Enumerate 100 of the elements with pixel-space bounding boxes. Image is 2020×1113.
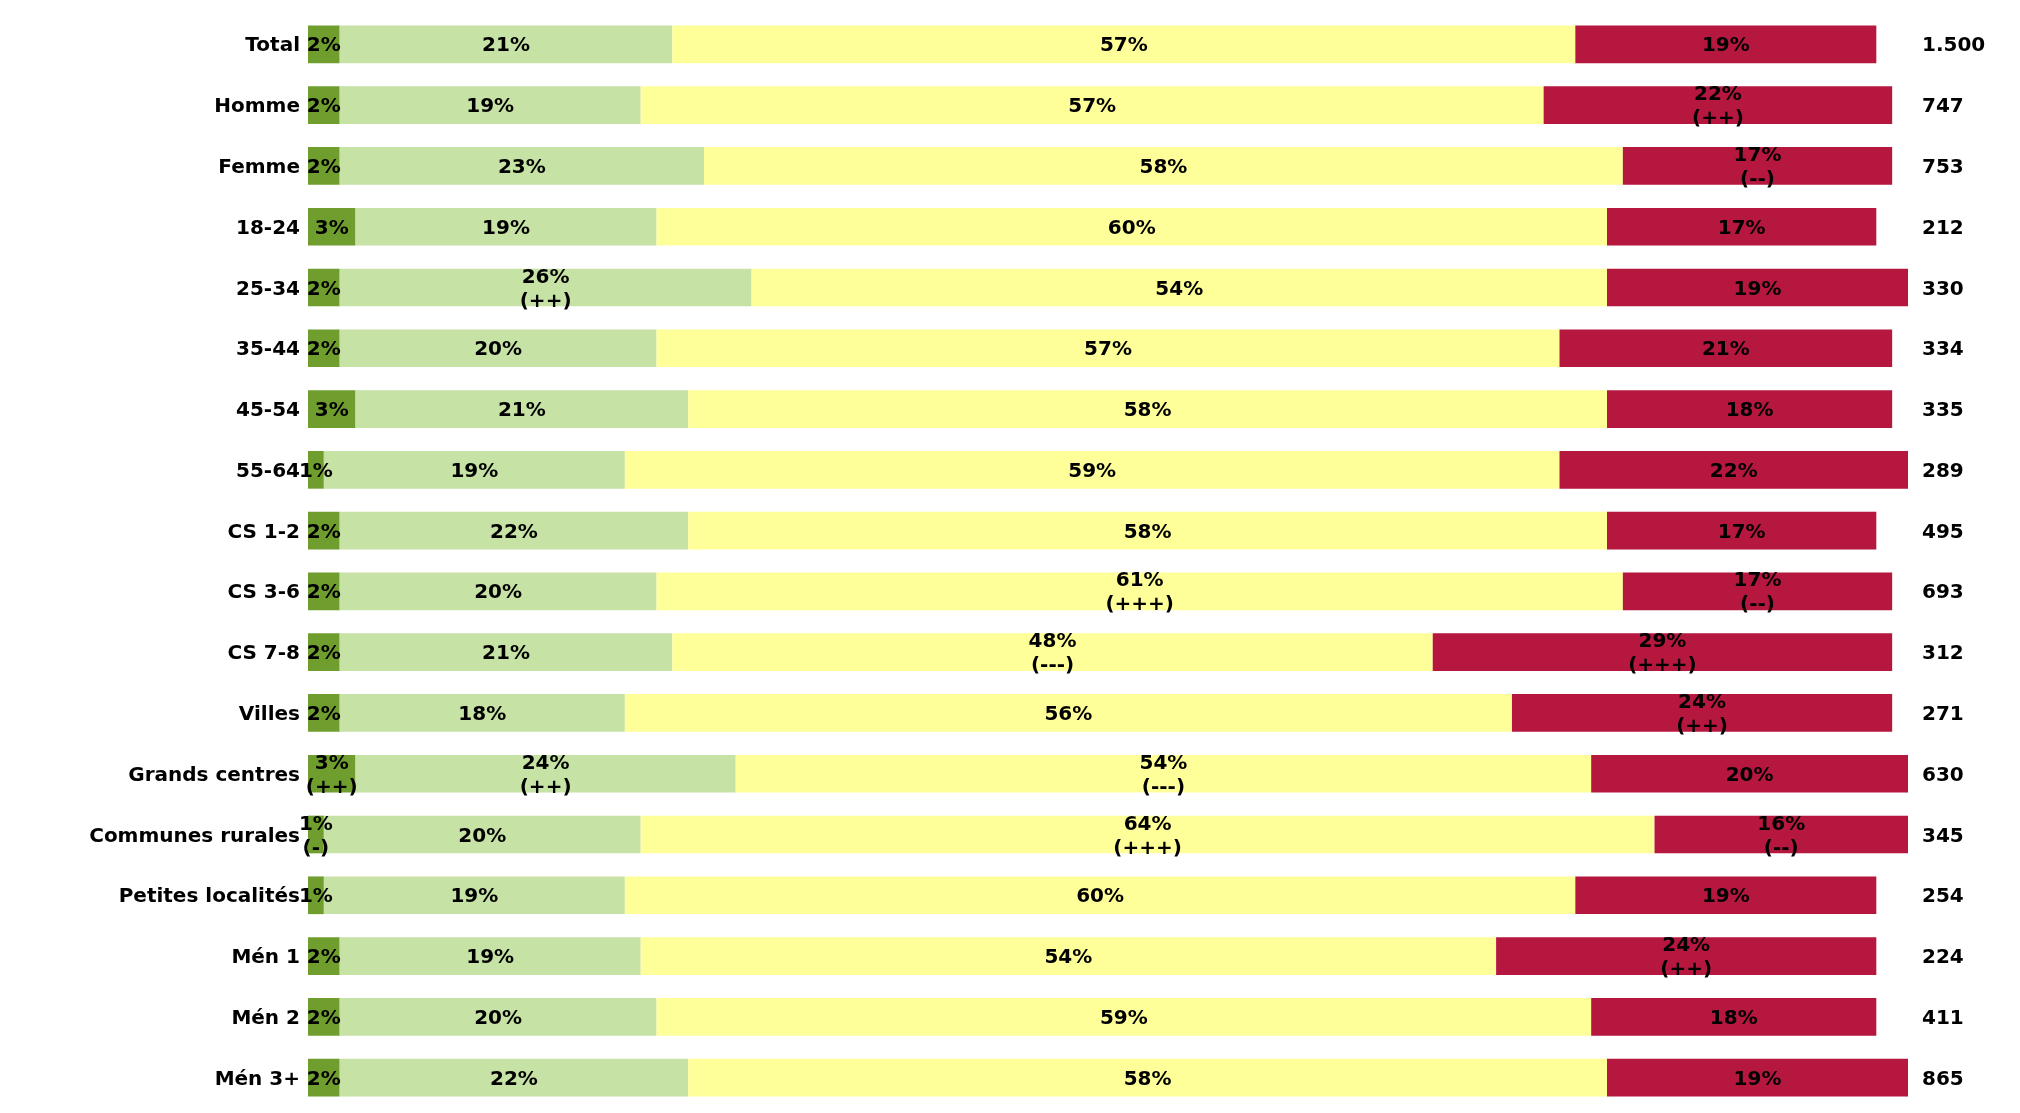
data-label: 58% [1139, 153, 1188, 178]
data-label: 2% [306, 640, 341, 665]
data-label: 19% [450, 457, 499, 482]
text: 495 [1922, 518, 1964, 543]
y-tick-label: CS 1-2 [227, 518, 300, 543]
bar [1607, 1058, 1908, 1097]
y-tick-label: 18-24 [236, 214, 300, 239]
y-tick-label: Mén 2 [231, 1004, 300, 1029]
text: 693 [1922, 579, 1964, 604]
y-tick-label: Homme [214, 93, 300, 118]
data-label: 24% (++) [1660, 932, 1713, 981]
text: 334 [1922, 336, 1964, 361]
data-label: 57% [1099, 32, 1148, 57]
bar [1559, 450, 1908, 489]
data-label: 61% (+++) [1105, 567, 1174, 616]
data-label: 20% [474, 579, 523, 604]
data-label: 48% (---) [1028, 628, 1077, 677]
bar [339, 937, 641, 975]
data-label: 21% [1701, 336, 1750, 361]
text: 289 [1922, 457, 1964, 482]
data-label: 57% [1068, 93, 1117, 118]
data-label: 22% [490, 1065, 538, 1090]
data-label: 59% [1068, 457, 1117, 482]
data-label: 2% [306, 518, 341, 543]
text: 254 [1922, 883, 1964, 908]
data-label: 58% [1123, 1065, 1172, 1090]
data-label: 20% [1725, 761, 1774, 786]
data-label: 19% [1701, 32, 1750, 57]
data-label: 19% [466, 944, 515, 969]
y-tick-label: Villes [238, 700, 300, 725]
bar [624, 876, 1576, 915]
y-tick-label: CS 7-8 [227, 640, 300, 665]
bar [339, 25, 673, 64]
bar [672, 25, 1576, 64]
y-tick-label: Mén 1 [231, 944, 300, 969]
data-label: 21% [482, 32, 530, 57]
bar [688, 511, 1608, 550]
data-label: 20% [474, 336, 523, 361]
data-label: 2% [306, 336, 341, 361]
text: 411 [1922, 1004, 1964, 1029]
data-label: 21% [497, 397, 546, 422]
bar [704, 147, 1623, 185]
data-label: 64% (+++) [1113, 810, 1182, 859]
text: 747 [1922, 93, 1964, 118]
text: 753 [1922, 153, 1964, 178]
data-label: 54% (---) [1139, 749, 1188, 798]
bar [339, 147, 705, 185]
data-label: 58% [1123, 518, 1172, 543]
text: 330 [1922, 275, 1964, 300]
y-tick-label: Total [245, 32, 300, 57]
text: 345 [1922, 822, 1964, 847]
bar [339, 572, 657, 611]
bar [1559, 329, 1893, 368]
data-label: 22% (++) [1692, 81, 1744, 130]
data-label: 18% [1725, 397, 1774, 422]
data-label: 2% [306, 700, 341, 725]
y-tick-label: Communes rurales [89, 822, 300, 847]
bar [1543, 86, 1893, 125]
data-label: 19% [450, 883, 499, 908]
bar [1607, 390, 1893, 428]
data-label: 54% [1044, 944, 1093, 969]
data-label: 17% (--) [1733, 141, 1782, 190]
data-label: 2% [306, 153, 341, 178]
data-label: 16% (--) [1757, 810, 1806, 859]
bar [339, 329, 657, 368]
data-label: 17% (--) [1733, 567, 1782, 616]
data-label: 24% (++) [519, 749, 572, 798]
data-label: 3% [314, 214, 349, 239]
data-label: 2% [306, 275, 341, 300]
y-tick-label: 45-54 [236, 397, 300, 422]
bar [1591, 997, 1877, 1036]
data-label: 20% [458, 822, 507, 847]
y-tick-label: 35-44 [236, 336, 300, 361]
data-label: 26% (++) [519, 263, 572, 312]
bar [1607, 207, 1877, 246]
data-label: 29% (+++) [1628, 628, 1697, 677]
data-label: 18% [1709, 1004, 1758, 1029]
bar [688, 1058, 1608, 1097]
bar [624, 450, 1560, 489]
data-label: 21% [482, 640, 530, 665]
data-label: 60% [1076, 883, 1125, 908]
bar [355, 207, 657, 246]
y-tick-label: Mén 3+ [214, 1065, 300, 1090]
text: 630 [1922, 761, 1964, 786]
y-tick-label: Grands centres [128, 761, 300, 786]
data-label: 60% [1107, 214, 1156, 239]
data-label: 17% [1717, 518, 1766, 543]
data-label: 58% [1123, 397, 1172, 422]
bar [624, 694, 1512, 732]
y-tick-label: 25-34 [236, 275, 300, 300]
text: 865 [1922, 1065, 1964, 1090]
data-label: 22% [490, 518, 538, 543]
data-label: 23% [497, 153, 546, 178]
bar [1432, 633, 1893, 672]
data-label: 19% [482, 214, 530, 239]
data-label: 2% [306, 93, 341, 118]
bar [656, 329, 1560, 368]
bar [640, 86, 1544, 125]
data-label: 56% [1044, 700, 1093, 725]
data-label: 3% [314, 397, 349, 422]
